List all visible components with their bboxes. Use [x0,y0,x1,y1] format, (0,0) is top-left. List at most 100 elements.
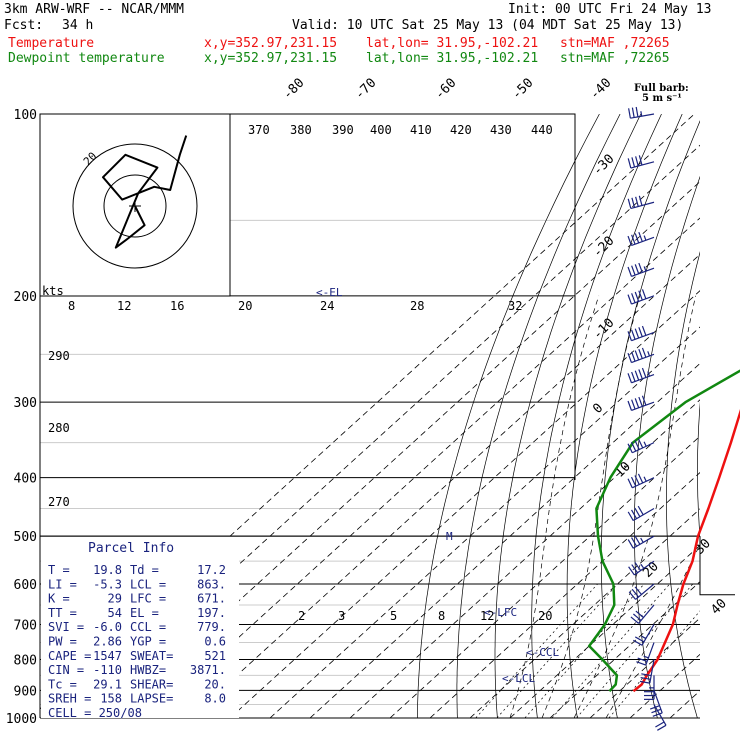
temperature-latlon: lat,lon= 31.95,-102.21 [366,36,539,51]
wind-barb-flag [640,563,645,569]
wind-barb-flag [628,591,637,600]
wind-barb-flag [630,441,637,452]
parcel-info-value: 863. [197,577,226,591]
parcel-info-name: T = [48,563,70,577]
wind-barb [645,642,655,666]
isotherm-label: -10 [590,316,617,343]
dewpoint-legend-label: Dewpoint temperature [8,51,165,66]
wind-barb-flag [643,235,647,241]
wind-barb-flag [634,291,640,302]
temperature-station: stn=MAF ,72265 [560,36,670,51]
hodograph-trace [102,135,188,249]
wind-barb-flag [634,264,640,274]
wind-barb-flag [635,196,639,207]
wind-barb-flag [634,562,642,571]
wind-barb-flag [638,290,643,301]
dry-adiabat-label: 440 [531,123,553,137]
parcel-info-name: LCL = [130,577,166,591]
isotherm [429,472,700,718]
parcel-info-value: 779. [197,620,226,634]
wind-barb-flag [628,566,635,576]
hodograph-speed-label: 16 [170,299,184,313]
wind-barb-flag [643,266,647,272]
pressure-label-200: 200 [14,290,37,305]
parcel-info-value: 521 [204,649,226,663]
temperature-trace [632,408,740,693]
wind-barb-flag [638,195,643,206]
wind-barb-flag [631,509,638,519]
wind-barb-flag [627,235,633,246]
isotherm [669,690,700,718]
pressure-label-300: 300 [14,396,37,411]
parcel-info-value: 8.0 [204,692,226,706]
barb-legend-value: 5 m s⁻¹ [642,93,682,104]
dry-adiabat [634,175,700,718]
wind-barb-flag [628,108,631,119]
wind-barb-flag [627,478,633,489]
wind-barb-flag [651,708,662,714]
wind-barb-flag [647,351,651,357]
wind-barb-flag [638,349,643,359]
wind-barb-flag [640,537,644,543]
barb-legend-title: Full barb: [634,83,689,94]
wind-barb-flag [634,440,640,450]
dry-adiabat-label: 410 [410,123,432,137]
isotherm-label: -50 [509,76,536,103]
dry-adiabat-label: 370 [248,123,270,137]
wind-barb-flag [637,657,648,663]
wind-barb-flag [634,586,642,595]
wind-barb-flag [631,107,635,118]
parcel-info-name: Td = [130,563,159,577]
hodograph-ring-outer [72,143,198,269]
pressure-label-800: 800 [14,653,37,668]
wind-barb-flag [627,352,633,363]
mixing-ratio-label: 12 [480,609,494,623]
level-annotation: <-LCL [502,672,535,685]
wind-barb-flag [634,328,640,339]
wind-barb-flag [641,367,647,378]
parcel-info-value: 54 [108,606,122,620]
isotherm [509,544,700,718]
parcel-info-name: CCL = [130,620,166,634]
parcel-info-value: 1547 [93,649,122,663]
wind-barb-flag [637,438,644,449]
wind-barb-flag [627,539,634,549]
wind-barb-flag [630,476,637,487]
hodograph-speed-label: 28 [410,299,424,313]
parcel-info-value: 19.8 [93,563,122,577]
parcel-info-value: 20. [204,677,226,691]
parcel-info-value: -6.0 [93,620,122,634]
wind-barb-flag [641,325,647,336]
wind-barb-flag [631,197,636,208]
parcel-info-title: Parcel Info [88,541,174,556]
wind-barb-flag [631,351,636,362]
level-annotation: M [446,530,453,543]
parcel-info-name: TT = [48,606,77,620]
parcel-info-value: 158 [100,692,122,706]
parcel-info-value: 671. [197,592,226,606]
forecast-label: Fcst: [4,18,44,33]
parcel-info-background [41,537,239,718]
moist-adiabat [541,295,641,718]
wind-barb-flag [641,673,652,677]
wind-barbs [627,106,667,731]
parcel-info-name: SHEAR= [130,677,173,691]
wind-barb-flag [640,676,651,680]
parcel-info-value: -5.3 [93,577,122,591]
dry-adiabat [494,114,642,718]
dry-adiabat-label: 380 [290,123,312,137]
wind-barb-flag [631,537,638,547]
wind-barb-flag [627,373,633,383]
isotherm [229,290,700,718]
wind-barb-flag [637,473,644,484]
model-title: 3km ARW-WRF -- NCAR/MMM [4,2,185,17]
wind-barb-flag [627,294,633,305]
wind-barb-flag [649,705,660,710]
wind-barb-flag [635,156,639,167]
dewpoint-station: stn=MAF ,72265 [560,51,670,66]
pressure-label-400: 400 [14,472,37,487]
wind-barb [630,161,655,169]
isotherm-label: -30 [590,152,617,179]
